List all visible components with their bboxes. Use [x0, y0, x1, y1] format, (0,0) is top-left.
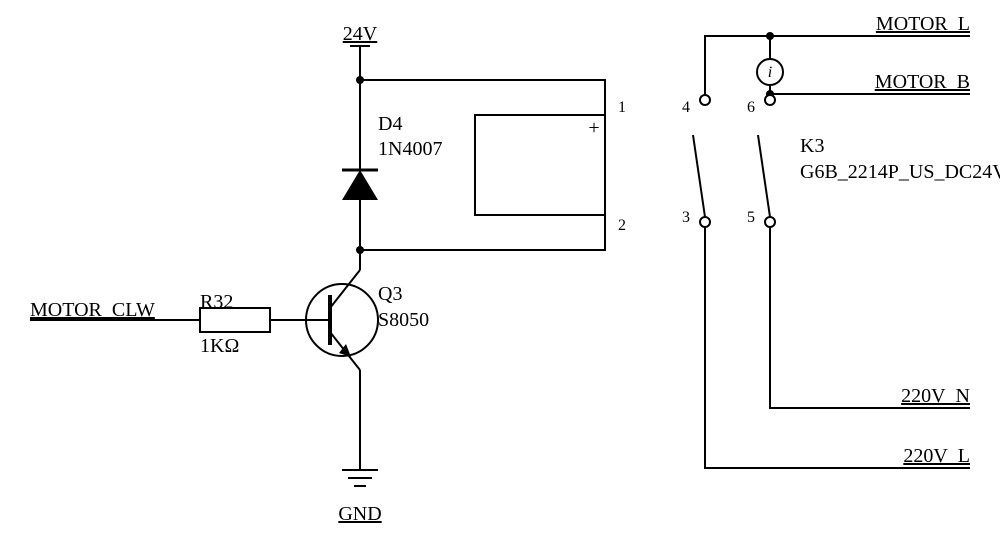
diode-triangle	[342, 170, 378, 200]
relay-contact-b-pin-bottom: 5	[747, 209, 755, 226]
net-motor_l: MOTOR_L	[876, 13, 970, 35]
net-motor_clw: MOTOR_CLW	[30, 299, 155, 321]
relay-coil-box	[475, 115, 605, 215]
relay-contact-a-arm	[693, 135, 705, 217]
wire	[705, 222, 970, 468]
relay-contact-b-top-terminal	[765, 95, 775, 105]
transistor-ref: Q3	[378, 283, 402, 305]
relay-contact-b-bottom-terminal	[765, 217, 775, 227]
wire	[770, 222, 970, 408]
junction-dot	[356, 76, 364, 84]
transistor-collector	[330, 270, 360, 308]
junction-dot	[356, 246, 364, 254]
relay-pin-1: 1	[618, 99, 626, 116]
resistor-value: 1KΩ	[200, 335, 239, 357]
wire	[360, 215, 605, 250]
relay-contact-a-pin-top: 4	[682, 99, 690, 116]
net-motor_b: MOTOR_B	[875, 71, 970, 93]
junction-dot	[766, 32, 774, 40]
relay-contact-b-arm	[758, 135, 770, 217]
relay-pin-2: 2	[618, 217, 626, 234]
relay-contact-a-top-terminal	[700, 95, 710, 105]
relay-contact-a-pin-bottom: 3	[682, 209, 690, 226]
net-ac_l: 220V_L	[903, 445, 970, 467]
relay-coil-plus: +	[588, 117, 599, 139]
diode-ref: D4	[378, 113, 402, 135]
relay-contact-a-bottom-terminal	[700, 217, 710, 227]
transistor-value: S8050	[378, 309, 429, 331]
relay-ref: K3	[800, 135, 824, 157]
net-ac_n: 220V_N	[901, 385, 970, 407]
relay-value: G6B_2214P_US_DC24V	[800, 161, 1000, 183]
net-v24: 24V	[343, 23, 378, 45]
relay-contact-b-pin-top: 6	[747, 99, 755, 116]
schematic-canvas: R32 1KΩ Q3 S8050 D4 1N4007 +1 2 4 3 6 5 i K3 G6B_2214P…	[0, 0, 1000, 535]
resistor-ref: R32	[200, 291, 233, 313]
relay-indicator-glyph: i	[768, 64, 772, 81]
diode-value: 1N4007	[378, 138, 442, 160]
wire	[360, 80, 605, 115]
net-gnd: GND	[338, 503, 381, 525]
